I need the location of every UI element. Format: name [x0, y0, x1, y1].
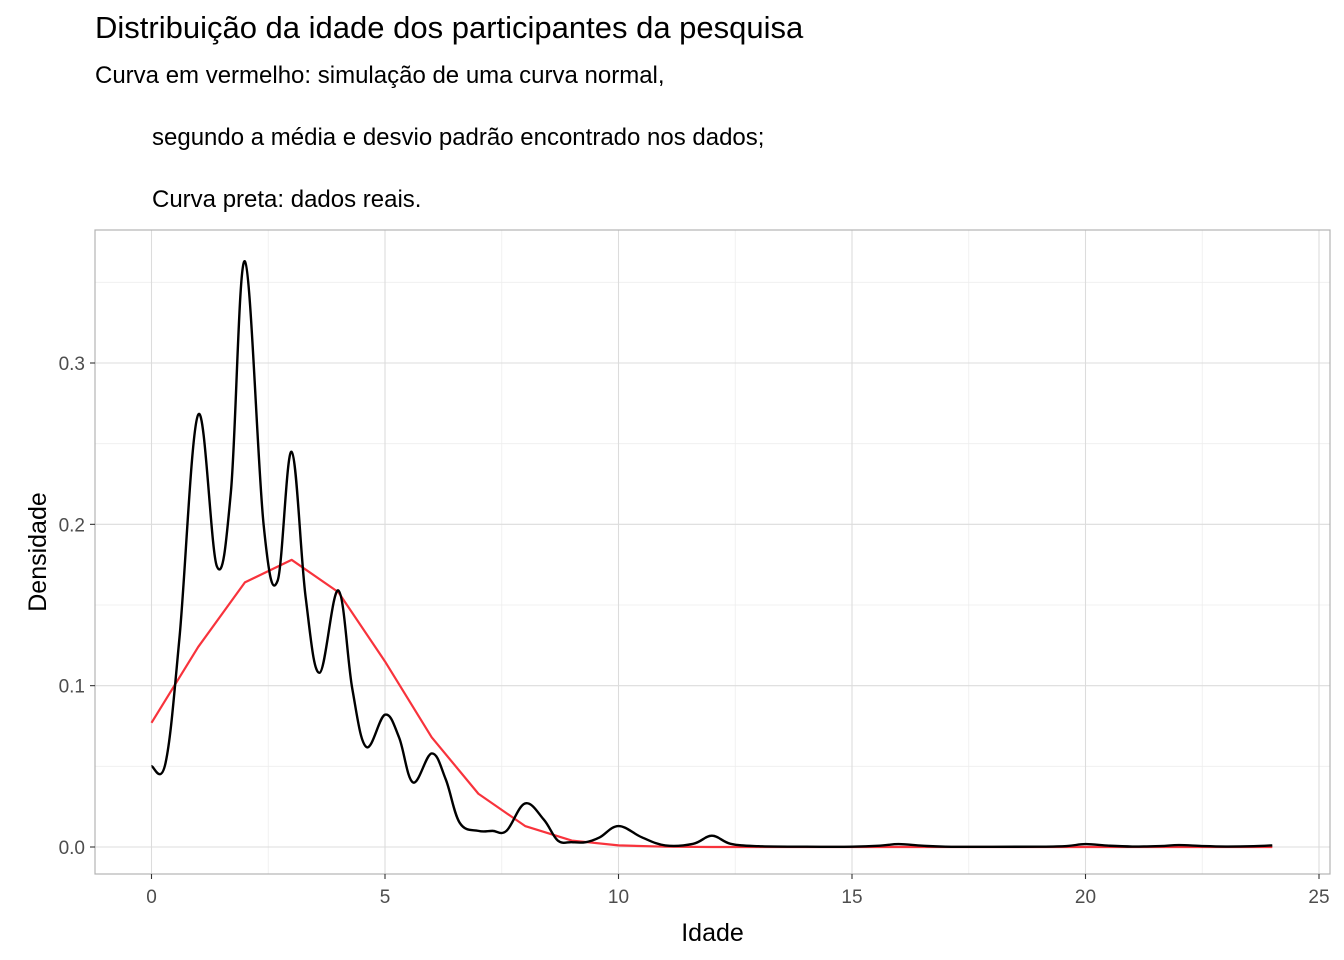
- x-tick-label: 0: [146, 887, 157, 908]
- y-tick-label: 0.0: [59, 838, 85, 859]
- series-line-real: [150, 260, 1273, 849]
- chart-subtitle-line-3: Curva preta: dados reais.: [152, 186, 422, 213]
- x-tick-label: 15: [841, 887, 862, 908]
- y-axis-label: Densidade: [24, 492, 52, 612]
- chart-title: Distribuição da idade dos participantes …: [95, 10, 804, 45]
- y-tick-label: 0.1: [59, 677, 85, 698]
- x-tick-label: 5: [380, 887, 391, 908]
- y-tick-label: 0.3: [59, 354, 85, 375]
- major-gridlines: [95, 230, 1330, 874]
- x-tick-label: 10: [608, 887, 629, 908]
- y-tick-label: 0.2: [59, 515, 85, 536]
- x-axis-label: Idade: [681, 919, 744, 947]
- x-axis: 0 5 10 15 20 25: [146, 874, 1330, 908]
- x-tick-label: 20: [1075, 887, 1096, 908]
- chart-subtitle-line-2: segundo a média e desvio padrão encontra…: [152, 124, 765, 151]
- minor-gridlines: [95, 230, 1330, 874]
- x-tick-label: 25: [1308, 887, 1329, 908]
- series-layer: [150, 260, 1273, 849]
- panel-border: [94, 229, 1331, 875]
- chart-subtitle-line-1: Curva em vermelho: simulação de uma curv…: [95, 62, 665, 89]
- y-axis: 0.0 0.1 0.2 0.3: [59, 354, 95, 859]
- series-line-normal: [150, 558, 1273, 849]
